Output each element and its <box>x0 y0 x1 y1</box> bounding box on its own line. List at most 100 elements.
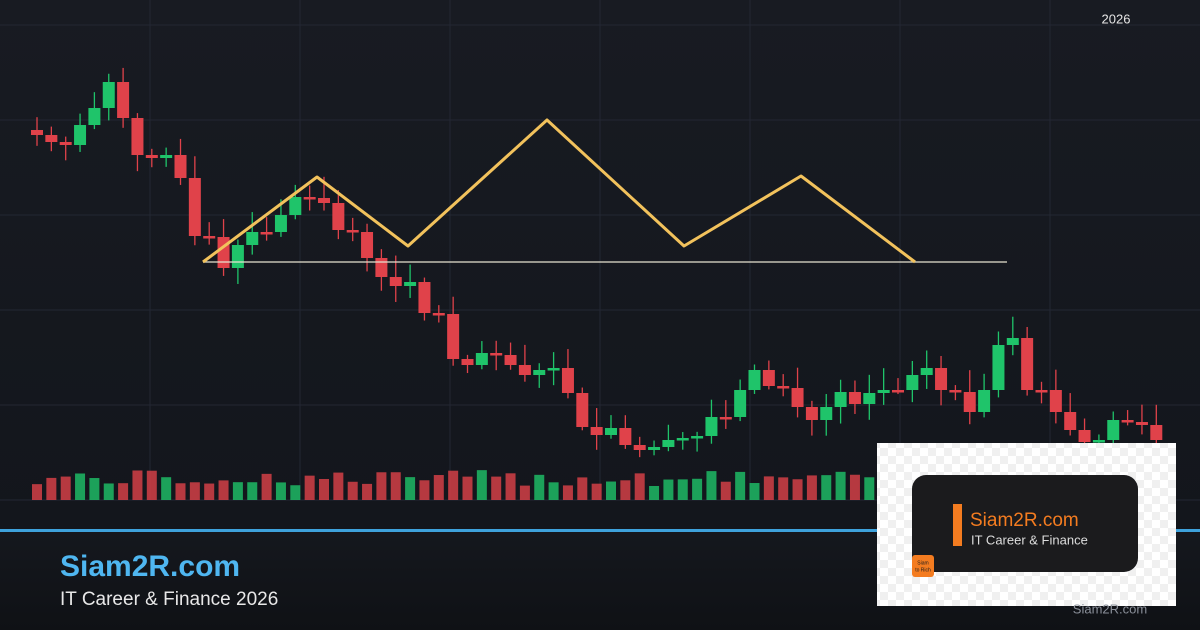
candle-body <box>461 359 474 365</box>
candle-body <box>1064 412 1077 430</box>
volume-bar <box>376 472 387 500</box>
candle-body <box>863 393 876 404</box>
candles <box>31 67 1163 458</box>
year-label: 2026 <box>1102 11 1131 26</box>
candle-body <box>59 142 72 145</box>
volume-bar <box>390 472 401 500</box>
volume-bar <box>620 480 631 500</box>
candle-body <box>74 125 87 145</box>
volume-bar <box>519 485 530 500</box>
volume-bar <box>175 483 186 500</box>
volume-bar <box>103 483 114 500</box>
candle-body <box>676 438 689 441</box>
candle-body <box>404 282 417 286</box>
candle-body <box>518 365 531 375</box>
volume-bar <box>763 476 774 500</box>
candle-body <box>447 314 460 359</box>
badge-card <box>912 475 1138 572</box>
candle-body <box>892 390 904 393</box>
volume-bar <box>261 473 272 500</box>
candle-body <box>963 392 976 412</box>
candle-body <box>375 258 388 277</box>
candle-body <box>992 345 1005 390</box>
volume-bar <box>75 473 86 500</box>
candle-body <box>848 392 861 404</box>
grid <box>0 0 1200 501</box>
candle-body <box>719 417 732 420</box>
volume-bar <box>562 485 573 500</box>
volume-bar <box>204 483 215 500</box>
candle-body <box>1049 390 1062 412</box>
candle-body <box>949 390 962 393</box>
candle-body <box>45 135 58 142</box>
candle-body <box>117 82 130 118</box>
candle-body <box>834 392 847 407</box>
candle-body <box>619 428 632 445</box>
candle-body <box>88 108 101 125</box>
volume-bar <box>189 482 200 500</box>
volume-bar <box>319 478 329 500</box>
candle-body <box>231 245 244 268</box>
volume-bar <box>663 479 674 500</box>
volume-bar <box>232 482 243 500</box>
volume-bar <box>448 470 459 500</box>
volume-bar <box>304 475 315 500</box>
footer-subtitle: IT Career & Finance 2026 <box>60 589 278 610</box>
candle-body <box>1135 422 1148 425</box>
volume-bar <box>419 480 430 500</box>
candle-body <box>504 355 517 365</box>
candle-body <box>102 82 115 108</box>
volume-bar <box>161 477 172 500</box>
volume-bar <box>649 485 660 500</box>
candle-body <box>1021 338 1034 390</box>
volume-bar <box>792 479 803 500</box>
badge-title: Siam2R.com <box>970 510 1079 531</box>
volume-bar <box>405 477 416 500</box>
volume-bar <box>491 476 502 500</box>
volume-bar <box>333 472 344 500</box>
candle-body <box>289 197 302 215</box>
volume-bar <box>476 470 487 500</box>
volume-bar <box>362 483 373 500</box>
candle-body <box>346 230 359 233</box>
volume-bar <box>849 474 860 500</box>
logo-line: to Rich <box>915 567 931 573</box>
volume-bar <box>606 481 616 500</box>
badge-subtitle: IT Career & Finance <box>971 532 1088 547</box>
candle-body <box>748 370 761 390</box>
volume-bar <box>60 476 71 500</box>
candle-body <box>246 232 259 245</box>
candle-body <box>1121 420 1134 423</box>
volume-bar <box>433 475 444 500</box>
volume-bar <box>462 476 473 500</box>
volume-bar <box>347 481 358 500</box>
candle-body <box>188 178 201 236</box>
candle-body <box>935 368 948 390</box>
candle-body <box>1006 338 1019 345</box>
candle-body <box>762 370 775 386</box>
candle-body <box>1107 420 1120 440</box>
candle-body <box>217 237 230 268</box>
candle-body <box>332 203 345 230</box>
volume-bar <box>505 473 516 500</box>
candle-body <box>920 368 933 375</box>
candle-body <box>418 282 431 313</box>
footer-divider <box>0 529 1200 532</box>
candle-body <box>561 368 574 393</box>
volume-bar <box>32 484 42 500</box>
volume-bar <box>534 474 545 500</box>
volume-bar <box>864 477 875 500</box>
candle-body <box>432 313 445 316</box>
candle-body <box>590 427 603 435</box>
candle-body <box>633 445 646 450</box>
watermark: Siam2R.com <box>1073 601 1147 616</box>
volume-bar <box>275 482 286 500</box>
candle-body <box>389 277 402 286</box>
volume-bar <box>720 481 731 500</box>
candle-body <box>361 232 374 258</box>
candle-body <box>820 407 833 420</box>
candle-body <box>490 353 503 356</box>
candle-body <box>705 417 718 436</box>
